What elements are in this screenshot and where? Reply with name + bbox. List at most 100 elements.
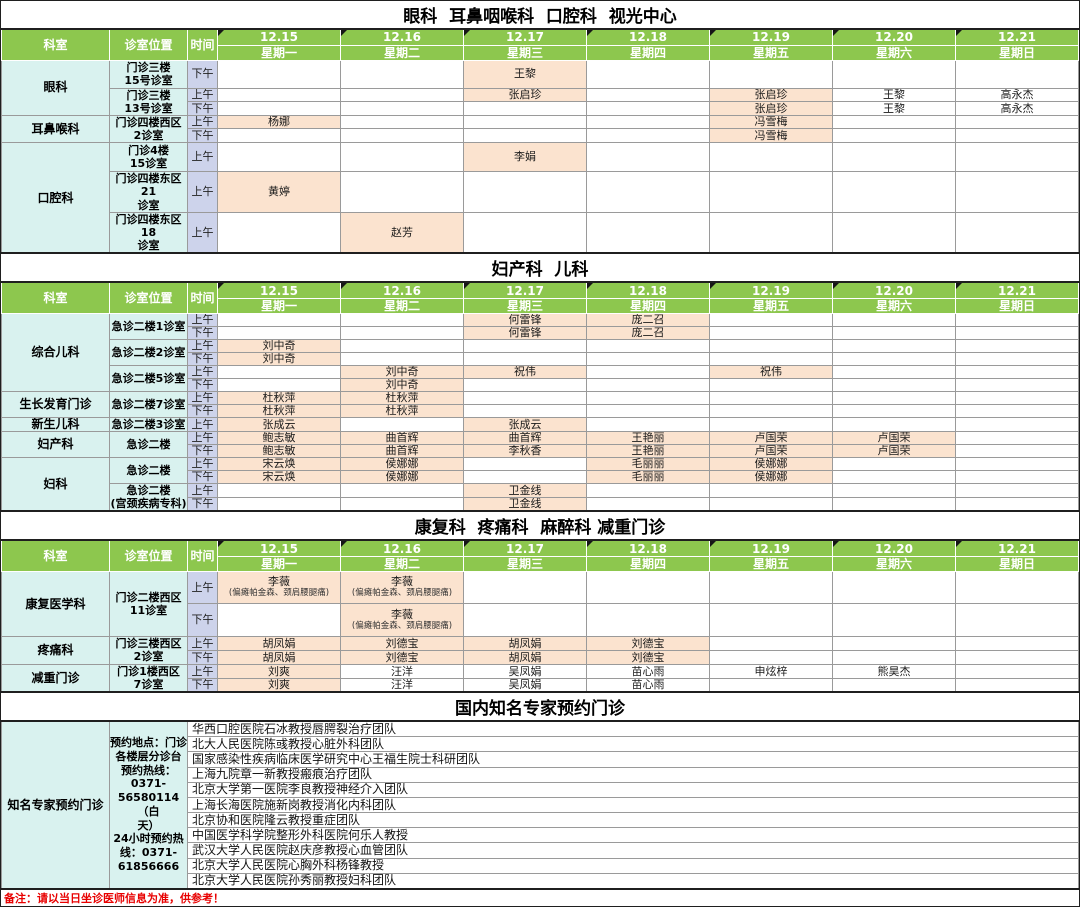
empty-cell [832,602,956,637]
doctor-cell[interactable]: 刘中奇 [340,364,464,379]
empty-cell [832,416,956,433]
doctor-name: 祝伟 [760,365,782,379]
schedule-row: 康复医学科 门诊二楼西区 11诊室 上午 李薇 (偏瘫帕金森、颈肩腰腿痛) 李薇 (偏瘫帕金森… [1,570,1079,637]
doctor-cell[interactable]: 高永杰 [955,101,1079,116]
doctor-cell[interactable]: 杜秋萍 [217,390,341,405]
doctor-cell[interactable]: 胡凤娟 [217,649,341,665]
doctor-cell[interactable]: 杜秋萍 [340,390,464,405]
date-header: 12.15 [217,28,341,46]
doctor-cell[interactable]: 庞二召 [586,325,710,340]
location-line: 门诊四楼西区 [115,115,182,129]
empty-cell [832,470,956,485]
doctor-cell[interactable]: 冯雪梅 [709,128,833,144]
doctor-cell[interactable]: 卢国荣 [709,444,833,459]
doctor-cell[interactable]: 毛丽丽 [586,457,710,472]
doctor-cell[interactable]: 胡凤娟 [463,649,587,665]
doctor-cell[interactable]: 冯雪梅 [709,114,833,130]
doctor-cell[interactable]: 胡凤娟 [463,635,587,651]
section-title-2: 妇产科 儿科 [1,254,1079,282]
doctor-cell[interactable]: 李薇 (偏瘫帕金森、颈肩腰腿痛) [340,602,464,637]
doctor-cell[interactable]: 卢国荣 [832,444,956,459]
doctor-cell[interactable]: 刘德宝 [340,635,464,651]
doctor-cell[interactable]: 杜秋萍 [217,403,341,418]
doctor-cell[interactable]: 吴凤娟 [463,677,587,693]
doctor-cell[interactable]: 吴凤娟 [463,663,587,679]
doctor-cell[interactable]: 李娟 [463,142,587,173]
doctor-cell[interactable]: 曲首辉 [340,444,464,459]
doctor-cell[interactable]: 侯娜娜 [709,470,833,485]
doctor-cell[interactable]: 毛丽丽 [586,470,710,485]
doctor-cell[interactable]: 苗心雨 [586,677,710,693]
doctor-cell[interactable]: 何雷锋 [463,325,587,340]
doctor-cell[interactable]: 李薇 (偏瘫帕金森、颈肩腰腿痛) [217,570,341,604]
doctor-cell[interactable]: 刘德宝 [340,649,464,665]
doctor-cell[interactable]: 卫金线 [463,496,587,512]
doctor-cell[interactable]: 宋云焕 [217,470,341,485]
expert-row: 上海长海医院施新岗教授消化内科团队 [2,796,1079,814]
doctor-cell[interactable]: 卢国荣 [832,431,956,446]
empty-cell [832,59,956,89]
doctor-cell[interactable]: 侯娜娜 [709,457,833,472]
empty-cell [709,59,833,89]
doctor-cell[interactable]: 刘爽 [217,663,341,679]
empty-cell [955,325,1079,340]
location-line: (宫颈疾病专科) [110,497,187,511]
doctor-cell[interactable]: 张成云 [217,416,341,433]
doctor-cell[interactable]: 祝伟 [709,364,833,379]
location-cell: 门诊三楼 15号诊室 [109,59,188,89]
doctor-cell[interactable]: 张启珍 [709,101,833,116]
doctor-cell[interactable]: 鲍志敏 [217,444,341,459]
empty-cell [586,87,710,103]
doctor-cell[interactable]: 杨娜 [217,114,341,130]
doctor-cell[interactable]: 宋云焕 [217,457,341,472]
doctor-cell[interactable]: 庞二召 [586,312,710,327]
doctor-cell[interactable]: 王艳丽 [586,431,710,446]
doctor-cell[interactable]: 李秋香 [463,444,587,459]
doctor-name: 熊昊杰 [877,664,911,678]
empty-cell [586,171,710,213]
schedule-row: 下午 冯雪梅 [2,128,1079,144]
doctor-cell[interactable]: 熊昊杰 [832,663,956,679]
doctor-cell[interactable]: 张启珍 [709,87,833,103]
empty-cell [340,338,464,353]
doctor-cell[interactable]: 祝伟 [463,364,587,379]
doctor-cell[interactable]: 刘中奇 [217,338,341,353]
doctor-cell[interactable]: 刘爽 [217,677,341,693]
empty-cell [832,338,956,353]
doctor-cell[interactable]: 赵芳 [340,211,464,254]
doctor-cell[interactable]: 王黎 [832,101,956,116]
doctor-cell[interactable]: 高永杰 [955,87,1079,103]
doctor-cell[interactable]: 卫金线 [463,483,587,498]
doctor-cell[interactable]: 刘德宝 [586,649,710,665]
doctor-cell[interactable]: 侯娜娜 [340,470,464,485]
doctor-cell[interactable]: 刘中奇 [217,351,341,366]
weekday-header: 星期二 [340,44,464,61]
doctor-cell[interactable]: 曲首辉 [340,431,464,446]
doctor-cell[interactable]: 王艳丽 [586,444,710,459]
doctor-cell[interactable]: 何雷锋 [463,312,587,327]
doctor-cell[interactable]: 胡凤娟 [217,635,341,651]
location-cell: 门诊四楼东区21 诊室 [109,171,188,213]
doctor-cell[interactable]: 刘中奇 [340,377,464,392]
column-header-location: 诊室位置 [109,281,188,314]
location-cell: 门诊三楼西区 2诊室 [109,635,188,665]
doctor-cell[interactable]: 刘德宝 [586,635,710,651]
doctor-cell[interactable]: 黄婷 [217,171,341,213]
doctor-cell[interactable]: 王黎 [832,87,956,103]
location-cell: 急诊二楼3诊室 [109,416,188,433]
doctor-cell[interactable]: 李薇 (偏瘫帕金森、颈肩腰腿痛) [340,570,464,604]
empty-cell [217,325,341,340]
doctor-cell[interactable]: 汪洋 [340,663,464,679]
doctor-cell[interactable]: 张成云 [463,416,587,433]
doctor-cell[interactable]: 王黎 [463,59,587,89]
weekday-header: 星期六 [832,555,956,572]
doctor-cell[interactable]: 汪洋 [340,677,464,693]
doctor-cell[interactable]: 卢国荣 [709,431,833,446]
doctor-cell[interactable]: 苗心雨 [586,663,710,679]
doctor-cell[interactable]: 侯娜娜 [340,457,464,472]
doctor-cell[interactable]: 申炫梓 [709,663,833,679]
doctor-cell[interactable]: 鲍志敏 [217,431,341,446]
doctor-cell[interactable]: 杜秋萍 [340,403,464,418]
doctor-cell[interactable]: 张启珍 [463,87,587,103]
doctor-cell[interactable]: 曲首辉 [463,431,587,446]
